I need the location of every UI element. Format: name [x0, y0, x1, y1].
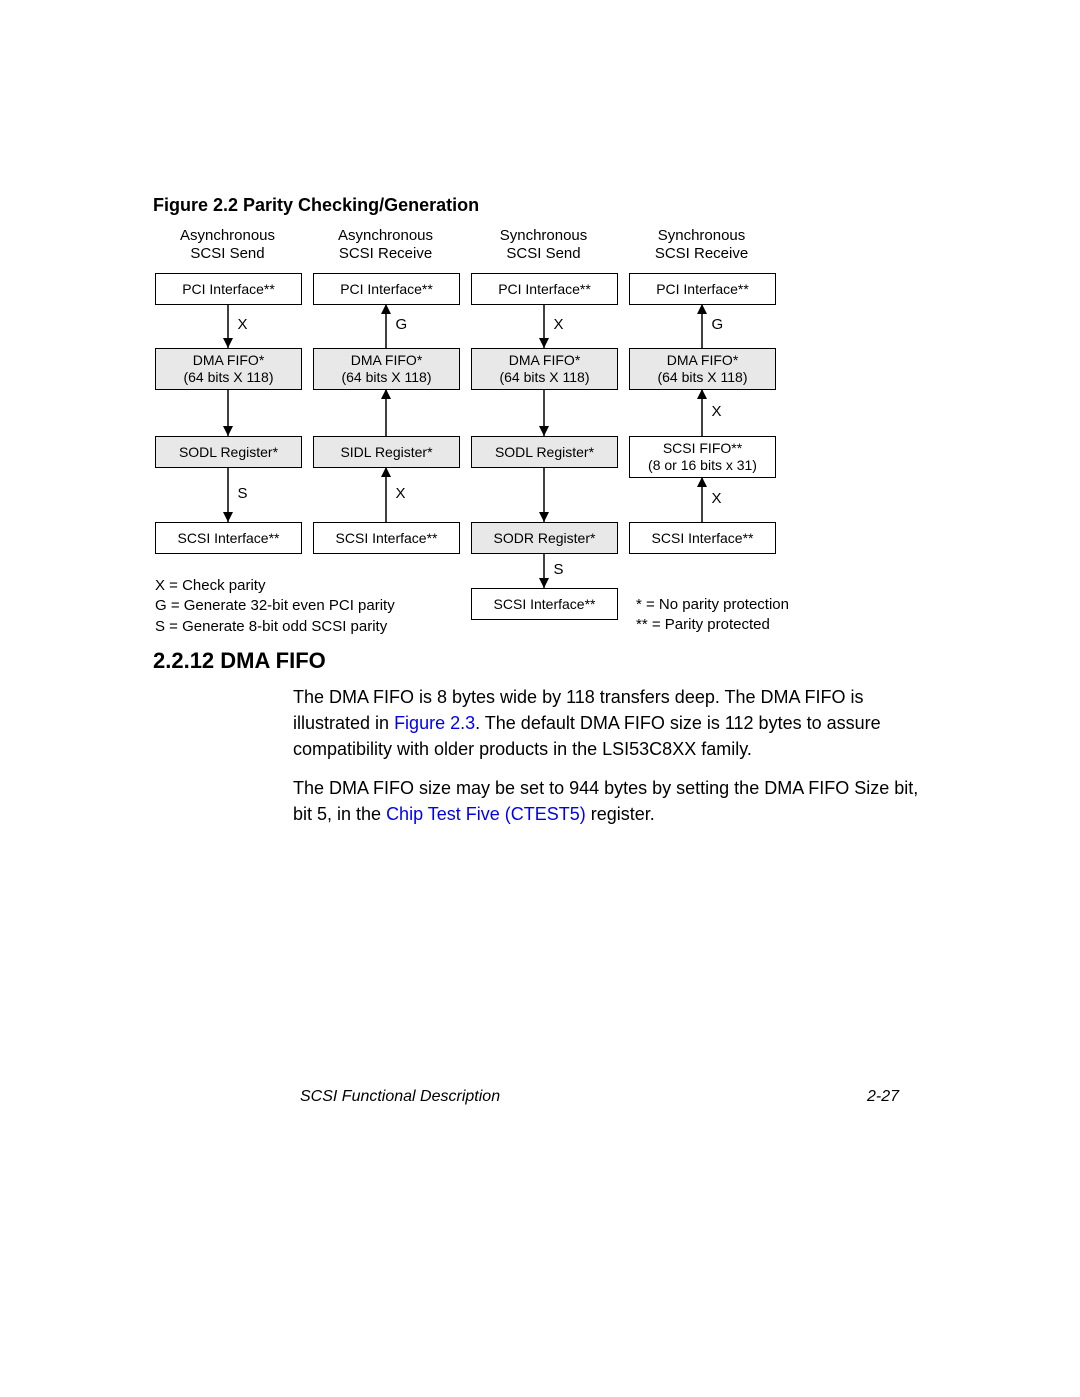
- col3-box1: DMA FIFO* (64 bits X 118): [629, 348, 776, 390]
- col2-arrow0: [538, 304, 550, 348]
- col0-arrow0-label: X: [238, 316, 248, 333]
- col1-arrow0: [380, 304, 392, 348]
- legend-left: X = Check parity G = Generate 32-bit eve…: [155, 576, 395, 637]
- footer-left: SCSI Functional Description: [300, 1088, 500, 1106]
- col1-box3: SCSI Interface**: [313, 522, 460, 554]
- col3-box2: SCSI FIFO** (8 or 16 bits x 31): [629, 436, 776, 478]
- column-1-title: Asynchronous SCSI Receive: [313, 227, 458, 263]
- column-3-title: Synchronous SCSI Receive: [629, 227, 774, 263]
- legend-right: * = No parity protection ** = Parity pro…: [636, 595, 789, 636]
- para2-text-b: register.: [586, 804, 655, 824]
- paragraph-1: The DMA FIFO is 8 bytes wide by 118 tran…: [293, 684, 927, 762]
- page-number: 2-27: [867, 1088, 899, 1106]
- col0-arrow1: [222, 389, 234, 436]
- col2-box1: DMA FIFO* (64 bits X 118): [471, 348, 618, 390]
- col2-arrow2: [538, 467, 550, 522]
- col2-arrow0-label: X: [554, 316, 564, 333]
- col3-arrow2-label: X: [712, 490, 722, 507]
- figure-title: Figure 2.2 Parity Checking/Generation: [153, 195, 479, 216]
- col2-arrow3: [538, 553, 550, 588]
- col1-arrow2: [380, 467, 392, 522]
- col2-box4: SCSI Interface**: [471, 588, 618, 620]
- col1-box1: DMA FIFO* (64 bits X 118): [313, 348, 460, 390]
- col3-box3: SCSI Interface**: [629, 522, 776, 554]
- col1-box0: PCI Interface**: [313, 273, 460, 305]
- col1-arrow0-label: G: [396, 316, 408, 333]
- col2-box3: SODR Register*: [471, 522, 618, 554]
- col2-arrow1: [538, 389, 550, 436]
- col0-box1: DMA FIFO* (64 bits X 118): [155, 348, 302, 390]
- col3-arrow2: [696, 477, 708, 522]
- col0-arrow2: [222, 467, 234, 522]
- col0-arrow0: [222, 304, 234, 348]
- col2-box0: PCI Interface**: [471, 273, 618, 305]
- col0-box3: SCSI Interface**: [155, 522, 302, 554]
- col2-arrow3-label: S: [554, 561, 564, 578]
- column-2-title: Synchronous SCSI Send: [471, 227, 616, 263]
- section-heading: 2.2.12 DMA FIFO: [153, 648, 326, 674]
- page: Figure 2.2 Parity Checking/Generation As…: [0, 0, 1080, 1397]
- figure-2-3-link[interactable]: Figure 2.3: [394, 713, 475, 733]
- col3-arrow0: [696, 304, 708, 348]
- col0-box2: SODL Register*: [155, 436, 302, 468]
- col3-box0: PCI Interface**: [629, 273, 776, 305]
- col0-arrow2-label: S: [238, 485, 248, 502]
- col1-arrow2-label: X: [396, 485, 406, 502]
- col1-arrow1: [380, 389, 392, 436]
- col3-arrow1: [696, 389, 708, 436]
- col0-box0: PCI Interface**: [155, 273, 302, 305]
- column-0-title: Asynchronous SCSI Send: [155, 227, 300, 263]
- col3-arrow1-label: X: [712, 403, 722, 420]
- col3-arrow0-label: G: [712, 316, 724, 333]
- ctest5-link[interactable]: Chip Test Five (CTEST5): [386, 804, 586, 824]
- paragraph-2: The DMA FIFO size may be set to 944 byte…: [293, 775, 927, 827]
- col1-box2: SIDL Register*: [313, 436, 460, 468]
- col2-box2: SODL Register*: [471, 436, 618, 468]
